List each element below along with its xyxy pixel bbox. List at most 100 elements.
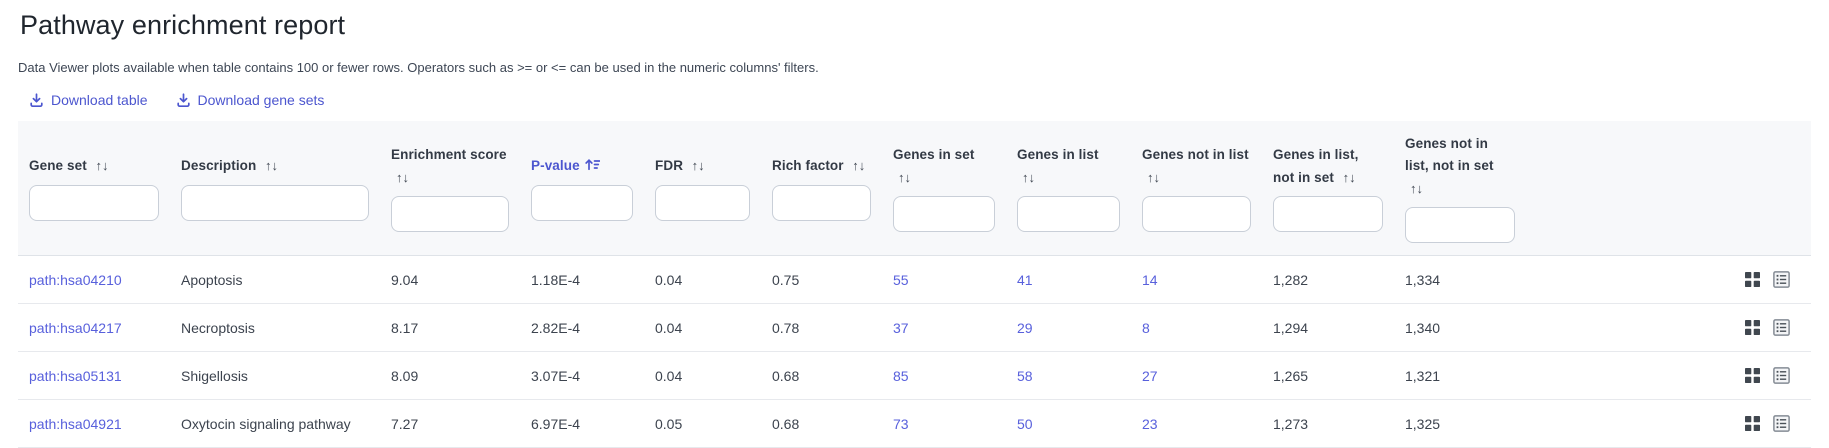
column-header-description: Description ↑↓ (170, 121, 380, 255)
filter-input-genes_not_in_list_not_in_set[interactable] (1405, 207, 1515, 244)
cell-link-genes_in_set[interactable]: 55 (893, 271, 909, 288)
cell-link-genes_in_set[interactable]: 85 (893, 367, 909, 384)
filter-input-genes_in_set[interactable] (893, 195, 995, 232)
filter-input-fdr[interactable] (655, 184, 750, 221)
cell-genes_in_list_not_in_set: 1,294 (1262, 304, 1394, 351)
table-body: path:hsa04210 Apoptosis 9.04 1.18E-4 0.04 0.7… (18, 256, 1811, 448)
column-sort-button[interactable]: Enrichment score ↑↓ (391, 144, 509, 189)
column-header-genes_in_list_not_in_set: Genes in list, not in set ↑↓ (1262, 121, 1394, 255)
cell-fdr: 0.04 (644, 256, 761, 303)
cell-p_value: 6.97E-4 (520, 400, 644, 447)
column-sort-button[interactable]: Description ↑↓ (181, 155, 369, 177)
column-sort-button[interactable]: Rich factor ↑↓ (772, 155, 871, 177)
cell-text-enrichment_score: 8.17 (391, 319, 419, 336)
cell-link-genes_not_in_list[interactable]: 14 (1142, 271, 1158, 288)
row-actions (1526, 400, 1811, 447)
cell-genes_not_in_list: 27 (1131, 352, 1262, 399)
cell-enrichment_score: 9.04 (380, 256, 520, 303)
filter-input-gene_set[interactable] (29, 184, 159, 221)
cell-text-description: Apoptosis (181, 271, 243, 288)
cell-genes_in_list: 58 (1006, 352, 1131, 399)
column-sort-button[interactable]: Gene set ↑↓ (29, 155, 159, 177)
column-header-genes_not_in_list_not_in_set: Genes not in list, not in set ↑↓ (1394, 121, 1526, 255)
cell-link-gene_set[interactable]: path:hsa04217 (29, 319, 122, 336)
cell-text-genes_not_in_list_not_in_set: 1,334 (1405, 271, 1441, 288)
column-label: Genes in list (1017, 147, 1099, 163)
column-sort-button[interactable]: Genes in set ↑↓ (893, 144, 995, 189)
cell-text-fdr: 0.04 (655, 367, 683, 384)
filter-input-description[interactable] (181, 184, 369, 221)
cell-description: Oxytocin signaling pathway (170, 400, 380, 447)
table-header: Gene set ↑↓ Description ↑↓ Enrichment sc… (18, 120, 1811, 257)
cell-link-genes_in_list[interactable]: 58 (1017, 367, 1033, 384)
row-actions (1526, 256, 1811, 303)
column-label: Genes in list, not in set (1273, 147, 1359, 185)
cell-text-description: Shigellosis (181, 367, 248, 384)
cell-link-gene_set[interactable]: path:hsa04210 (29, 271, 122, 288)
page-title: Pathway enrichment report (20, 10, 346, 40)
grid-view-icon[interactable] (1745, 272, 1760, 288)
cell-genes_in_set: 55 (882, 256, 1006, 303)
download-table-link[interactable]: Download table (29, 92, 148, 108)
table-row: path:hsa04210 Apoptosis 9.04 1.18E-4 0.04 0.7… (18, 256, 1811, 305)
column-label: Genes in set (893, 147, 975, 163)
cell-fdr: 0.04 (644, 352, 761, 399)
cell-link-genes_not_in_list[interactable]: 27 (1142, 367, 1158, 384)
column-sort-button[interactable]: Genes in list, not in set ↑↓ (1273, 144, 1383, 189)
column-sort-button[interactable]: Genes not in list, not in set ↑↓ (1405, 133, 1515, 200)
sort-unsorted-icon: ↑↓ (1147, 169, 1160, 185)
column-sort-button[interactable]: Genes in list ↑↓ (1017, 144, 1120, 189)
column-label: Rich factor (772, 158, 844, 174)
sort-unsorted-icon: ↑↓ (1022, 169, 1035, 185)
cell-genes_not_in_list_not_in_set: 1,334 (1394, 256, 1526, 303)
sort-unsorted-icon: ↑↓ (688, 158, 705, 174)
grid-view-icon[interactable] (1745, 416, 1760, 432)
cell-text-genes_not_in_list_not_in_set: 1,340 (1405, 319, 1441, 336)
sort-unsorted-icon: ↑↓ (396, 169, 409, 185)
cell-link-gene_set[interactable]: path:hsa04921 (29, 415, 122, 432)
column-header-enrichment_score: Enrichment score ↑↓ (380, 121, 520, 255)
cell-link-genes_in_set[interactable]: 37 (893, 319, 909, 336)
cell-text-enrichment_score: 8.09 (391, 367, 419, 384)
cell-text-enrichment_score: 9.04 (391, 271, 419, 288)
cell-link-genes_in_list[interactable]: 50 (1017, 415, 1033, 432)
filter-input-rich_factor[interactable] (772, 184, 871, 221)
cell-text-rich_factor: 0.75 (772, 271, 800, 288)
filter-input-enrichment_score[interactable] (391, 195, 509, 232)
cell-link-genes_in_list[interactable]: 29 (1017, 319, 1033, 336)
cell-text-description: Necroptosis (181, 319, 255, 336)
grid-view-icon[interactable] (1745, 320, 1760, 336)
cell-genes_in_list_not_in_set: 1,273 (1262, 400, 1394, 447)
cell-genes_in_list: 41 (1006, 256, 1131, 303)
cell-link-gene_set[interactable]: path:hsa05131 (29, 367, 122, 384)
cell-link-genes_not_in_list[interactable]: 8 (1142, 319, 1150, 336)
cell-text-p_value: 1.18E-4 (531, 271, 581, 288)
row-actions (1526, 352, 1811, 399)
cell-text-fdr: 0.05 (655, 415, 683, 432)
column-sort-button[interactable]: FDR ↑↓ (655, 155, 750, 177)
cell-text-fdr: 0.04 (655, 271, 683, 288)
column-sort-button[interactable]: Genes not in list ↑↓ (1142, 144, 1251, 189)
cell-link-genes_in_list[interactable]: 41 (1017, 271, 1033, 288)
cell-description: Shigellosis (170, 352, 380, 399)
column-header-fdr: FDR ↑↓ (644, 121, 761, 255)
filter-input-p_value[interactable] (531, 184, 633, 221)
filter-input-genes_in_list[interactable] (1017, 195, 1120, 232)
filter-input-genes_in_list_not_in_set[interactable] (1273, 195, 1383, 232)
list-details-icon[interactable] (1773, 415, 1790, 433)
cell-rich_factor: 0.78 (761, 304, 882, 351)
cell-link-genes_in_set[interactable]: 73 (893, 415, 909, 432)
row-actions (1526, 304, 1811, 351)
cell-text-genes_in_list_not_in_set: 1,294 (1273, 319, 1309, 336)
list-details-icon[interactable] (1773, 367, 1790, 385)
grid-view-icon[interactable] (1745, 368, 1760, 384)
cell-enrichment_score: 7.27 (380, 400, 520, 447)
filter-input-genes_not_in_list[interactable] (1142, 195, 1251, 232)
list-details-icon[interactable] (1773, 271, 1790, 289)
cell-link-genes_not_in_list[interactable]: 23 (1142, 415, 1158, 432)
cell-genes_not_in_list_not_in_set: 1,325 (1394, 400, 1526, 447)
list-details-icon[interactable] (1773, 319, 1790, 337)
download-gene-sets-link[interactable]: Download gene sets (176, 92, 324, 108)
cell-p_value: 2.82E-4 (520, 304, 644, 351)
column-sort-button[interactable]: P-value ↑↓ (531, 155, 633, 177)
